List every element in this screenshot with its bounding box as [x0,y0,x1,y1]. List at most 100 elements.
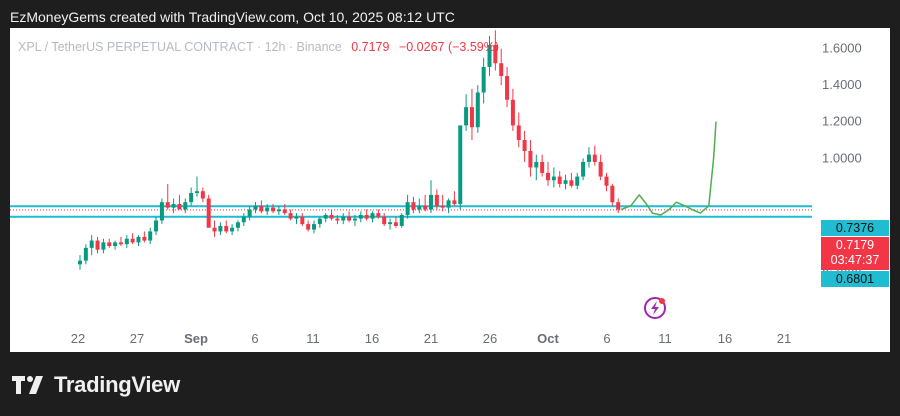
candle-body [522,140,527,151]
candle-body [434,194,439,206]
candle-body [405,202,410,215]
candle-body [317,218,322,225]
x-tick-label: 22 [71,331,85,346]
candle-body [276,209,281,212]
level-tag-lower: 0.6801 [821,271,889,287]
candle-body [458,125,463,204]
candle-body [581,161,586,177]
x-tick-label: Oct [537,331,559,346]
projection-line [620,121,717,216]
candle-body [446,200,451,208]
candle-body [247,209,252,217]
candle-body [265,207,270,212]
candle-body [505,76,510,100]
last-price-tag: 0.7179 03:47:37 [821,237,889,270]
candle-body [382,216,387,225]
candle-body [475,92,480,128]
candle-body [89,240,94,248]
candle-body [364,214,369,219]
candle-body [142,236,147,241]
candle-body [411,202,416,210]
x-tick-label: 11 [306,331,320,346]
candle-body [417,205,422,210]
candle-body [189,193,194,203]
candle-body [516,125,521,141]
x-tick-label: 11 [658,331,672,346]
candle-body [224,225,229,232]
candle-body [300,216,305,225]
candle-body [569,180,574,186]
symbol-title: XPL / TetherUS PERPETUAL CONTRACT · 12h … [18,40,342,54]
candle-body [440,205,445,208]
candle-body [423,205,428,210]
candle-body [124,238,129,245]
level-tag-upper: 0.7376 [821,220,889,236]
tradingview-footer: TradingView [12,372,180,398]
candle-body [352,218,357,221]
tradingview-logo-icon [12,376,43,394]
candle-body [464,107,469,126]
candle-body [469,107,474,128]
candle-body [159,202,164,221]
candle-body [101,242,106,250]
candle-body [148,231,153,241]
y-tick-label: 1.2000 [822,114,862,129]
candle-body [136,236,141,243]
candle-body [200,191,205,199]
candle-body [586,154,591,162]
candle-body [429,194,433,210]
candle-body [218,225,223,232]
candle-body [592,154,597,162]
candle-body [206,198,211,228]
candle-body [259,205,264,212]
candle-body [376,213,381,217]
candle-body [347,216,352,221]
candle-body [399,214,404,226]
x-tick-label: 16 [365,331,379,346]
candle-body [235,222,240,228]
x-tick-label: 21 [777,331,791,346]
candle-body [575,176,580,186]
candle-body [323,214,328,219]
chart-credit: EzMoneyGems created with TradingView.com… [10,9,455,25]
candle-body [335,218,340,221]
candle-body [282,209,287,214]
candle-body [393,222,398,226]
candle-body [212,227,217,232]
candle-body [288,213,293,219]
candle-body [130,238,135,243]
candle-body [107,242,112,247]
candle-body [113,242,118,247]
tradingview-brand: TradingView [54,372,180,397]
flash-bolt-icon [651,301,659,315]
candle-body [230,227,235,232]
y-tick-label: 1.4000 [822,77,862,92]
candle-body [195,191,199,194]
x-tick-label: 6 [603,331,610,346]
candle-body [183,202,188,210]
candle-body [177,204,182,210]
candle-body [616,202,621,210]
candle-body [358,214,363,219]
candle-body [546,172,550,181]
price-change: −0.0267 (−3.59%) [398,40,500,54]
candle-body [370,213,375,219]
y-tick-label: 1.6000 [822,41,862,56]
candle-body [493,44,498,64]
candle-body [306,224,311,230]
x-tick-label: Sep [184,331,208,346]
chart-panel[interactable]: 1.80001.60001.40001.20001.00000.40002227… [10,28,890,352]
last-price-value: 0.7179 [351,40,390,54]
candle-body [118,242,123,245]
x-tick-label: 21 [424,331,438,346]
candle-body [610,185,615,203]
candle-body [598,161,603,177]
x-tick-label: 27 [130,331,144,346]
candle-body [551,176,556,181]
candle-body [604,176,609,186]
price-chart[interactable]: 1.80001.60001.40001.20001.00000.40002227… [10,28,890,352]
candle-body [510,99,515,126]
candle-body [540,161,545,173]
candle-body [329,214,334,219]
x-tick-label: 26 [483,331,497,346]
